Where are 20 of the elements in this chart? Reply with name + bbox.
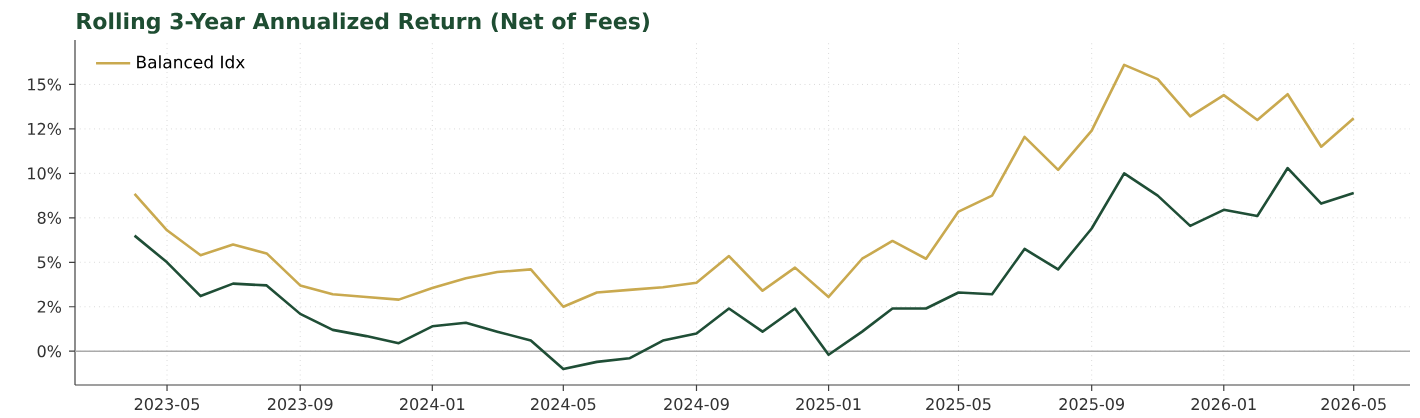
y-tick-label: 12% <box>28 122 62 135</box>
x-tick-label: 2023-05 <box>134 398 200 411</box>
line-series <box>133 166 1356 371</box>
x-tick-label: 2025-05 <box>926 398 991 411</box>
y-tick-label: 0% <box>37 345 62 358</box>
y-tick-label: 5% <box>37 256 62 269</box>
y-tick-label: 10% <box>28 167 62 180</box>
chart-title: Rolling 3-Year Annualized Return (Net of Fees) <box>77 12 649 34</box>
y-tick-label: 15% <box>28 78 62 91</box>
x-tick-label: 2024-09 <box>664 398 729 411</box>
legend-label: Balanced Idx <box>137 55 245 69</box>
x-tick-label: 2024-01 <box>400 398 465 411</box>
y-tick-label: 8% <box>37 211 62 224</box>
x-tick-label: 2025-01 <box>796 398 861 411</box>
x-tick-label: 2026-05 <box>1321 398 1386 411</box>
x-tick-label: 2026-01 <box>1191 398 1256 411</box>
x-tick-label: 2025-09 <box>1059 398 1124 411</box>
x-tick-label: 2023-09 <box>267 398 333 411</box>
y-tick-label: 2% <box>37 300 62 313</box>
x-tick-label: 2024-05 <box>531 398 596 411</box>
